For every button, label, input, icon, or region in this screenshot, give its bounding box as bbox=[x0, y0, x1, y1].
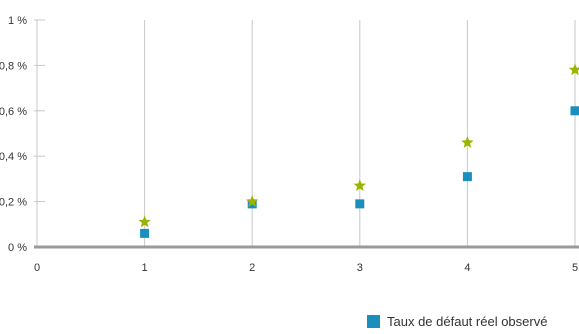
x-tick-label-4: 4 bbox=[464, 262, 470, 274]
data-point-star-2 bbox=[246, 195, 259, 207]
data-point-square-4 bbox=[462, 172, 472, 182]
x-tick-label-2: 2 bbox=[249, 262, 255, 274]
data-point-square-5 bbox=[570, 106, 579, 116]
y-tick-label-0: 0 % bbox=[8, 242, 27, 254]
x-tick-label-5: 5 bbox=[572, 262, 578, 274]
x-tick-label-0: 0 bbox=[34, 262, 40, 274]
data-point-star-3 bbox=[353, 179, 366, 191]
x-tick-label-3: 3 bbox=[357, 262, 363, 274]
legend: Taux de défaut réel observé bbox=[367, 314, 547, 329]
data-point-star-1 bbox=[138, 215, 151, 228]
data-point-star-4 bbox=[461, 136, 474, 148]
y-tick-label-3: 0,6 % bbox=[0, 106, 27, 118]
data-point-square-1 bbox=[140, 228, 150, 238]
legend-label-series-1: Taux de défaut réel observé bbox=[387, 314, 548, 329]
y-tick-label-1: 0,2 % bbox=[0, 197, 27, 209]
data-point-star-5 bbox=[568, 63, 579, 76]
y-tick-label-2: 0,4 % bbox=[0, 151, 27, 163]
x-tick-label-1: 1 bbox=[142, 262, 148, 274]
y-tick-label-4: 0,8 % bbox=[0, 60, 27, 72]
y-tick-label-5: 1 % bbox=[8, 15, 27, 27]
data-point-square-3 bbox=[355, 199, 365, 209]
legend-swatch-square bbox=[367, 315, 380, 328]
